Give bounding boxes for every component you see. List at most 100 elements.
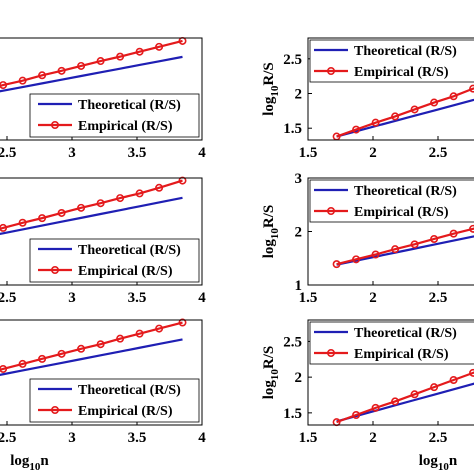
data-point (135, 329, 144, 338)
series-line (336, 98, 474, 138)
legend-label: Theoretical (R/S) (78, 383, 181, 398)
label-part: log (10, 453, 30, 469)
axes-box (0, 37, 203, 141)
legend-label: Theoretical (R/S) (78, 243, 181, 258)
data-point (57, 208, 66, 217)
data-point (410, 105, 419, 114)
data-point (469, 84, 474, 93)
data-point (371, 403, 380, 412)
data-point (391, 112, 400, 121)
data-point (38, 354, 47, 363)
x-tick-label: 3 (68, 290, 76, 306)
y-tick-label: 2 (295, 225, 303, 241)
data-point (352, 125, 361, 134)
data-point (352, 410, 361, 419)
label-part: 10 (269, 85, 281, 97)
series-line (336, 235, 474, 266)
x-tick-label: 4 (198, 430, 206, 446)
panel: 2.5 3 3.5 4 Theoretical (R/S) Empirical (R/S) (0, 36, 206, 161)
data-point (449, 229, 458, 238)
legend-label: Theoretical (R/S) (78, 98, 181, 113)
legend-label: Empirical (R/S) (78, 264, 173, 279)
x-tick-label: 2.5 (0, 145, 16, 161)
legend-box (29, 238, 200, 283)
label-part: 10 (29, 461, 41, 473)
legend-label: Empirical (R/S) (354, 347, 449, 362)
series-line (0, 321, 183, 371)
series-line (0, 196, 183, 236)
y-tick-label: 1.5 (283, 406, 302, 422)
legend-box (29, 93, 200, 138)
y-axis-label: log10R/S (261, 62, 281, 116)
x-tick-label: 3.5 (128, 145, 147, 161)
data-point (96, 57, 105, 66)
data-point (352, 255, 361, 264)
legend-label: Empirical (R/S) (78, 404, 173, 419)
panel: 2.5 3 3.5 4 log10n Theoretical (R/S) Empirical… (0, 318, 206, 473)
data-point (0, 81, 8, 90)
data-point (430, 383, 439, 392)
x-tick-label: 2.5 (0, 290, 16, 306)
data-point (18, 76, 27, 85)
x-axis-label: log10n (419, 453, 458, 473)
legend-label: Empirical (R/S) (354, 65, 449, 80)
series-line (0, 55, 183, 93)
x-tick-label: 4 (198, 145, 206, 161)
axes-box (0, 177, 203, 286)
x-tick-label: 2 (369, 290, 377, 306)
data-point (371, 250, 380, 259)
x-tick-label: 1.5 (299, 430, 318, 446)
x-tick-label: 2.5 (429, 430, 448, 446)
y-tick-label: 1 (295, 278, 303, 294)
data-point (469, 368, 474, 377)
data-point (155, 324, 164, 333)
y-tick-label: 2 (295, 87, 303, 103)
legend-box (309, 321, 474, 365)
x-axis-label: log10n (10, 453, 49, 473)
series-line (336, 227, 474, 266)
series-line (336, 371, 474, 424)
data-point (38, 214, 47, 223)
data-point (0, 223, 8, 232)
data-point (178, 176, 187, 185)
x-tick-label: 2.5 (429, 290, 448, 306)
legend-marker (50, 121, 59, 130)
data-point (155, 183, 164, 192)
label-part: R/S (261, 205, 277, 228)
x-tick-label: 2.5 (0, 430, 16, 446)
label-part: R/S (261, 346, 277, 369)
panel: 1.5 2 2.51.522.5log10R/Slog10nTheoretical … (261, 319, 474, 473)
y-tick-label: 2.5 (283, 52, 302, 68)
y-tick-label: 1.5 (283, 121, 302, 137)
data-point (391, 397, 400, 406)
data-point (410, 240, 419, 249)
legend-label: Empirical (R/S) (354, 205, 449, 220)
x-tick-label: 3.5 (128, 290, 147, 306)
x-tick-label: 2 (369, 430, 377, 446)
x-tick-label: 1.5 (299, 290, 318, 306)
y-tick-label: 3 (295, 171, 303, 187)
legend-marker (50, 265, 59, 274)
label-part: log (261, 239, 277, 259)
data-point (410, 390, 419, 399)
legend-marker (326, 67, 335, 76)
series-line (336, 87, 474, 138)
y-tick-label: 2 (295, 370, 303, 386)
panel: 2.5 3 3.5 4 Theoretical (R/S) Empirical (R/S) (0, 176, 206, 306)
x-tick-label: 2.5 (429, 145, 448, 161)
data-point (77, 344, 86, 353)
x-tick-label: 3 (68, 145, 76, 161)
label-part: log (419, 453, 439, 469)
data-point (38, 71, 47, 80)
legend-marker (50, 405, 59, 414)
y-axis-label: log10R/S (261, 346, 281, 400)
label-part: log (261, 380, 277, 400)
label-part: n (40, 453, 49, 469)
label-part: n (449, 453, 458, 469)
data-point (391, 245, 400, 254)
data-point (57, 66, 66, 75)
x-tick-label: 3.5 (128, 430, 147, 446)
data-point (77, 203, 86, 212)
label-part: log (261, 96, 277, 116)
